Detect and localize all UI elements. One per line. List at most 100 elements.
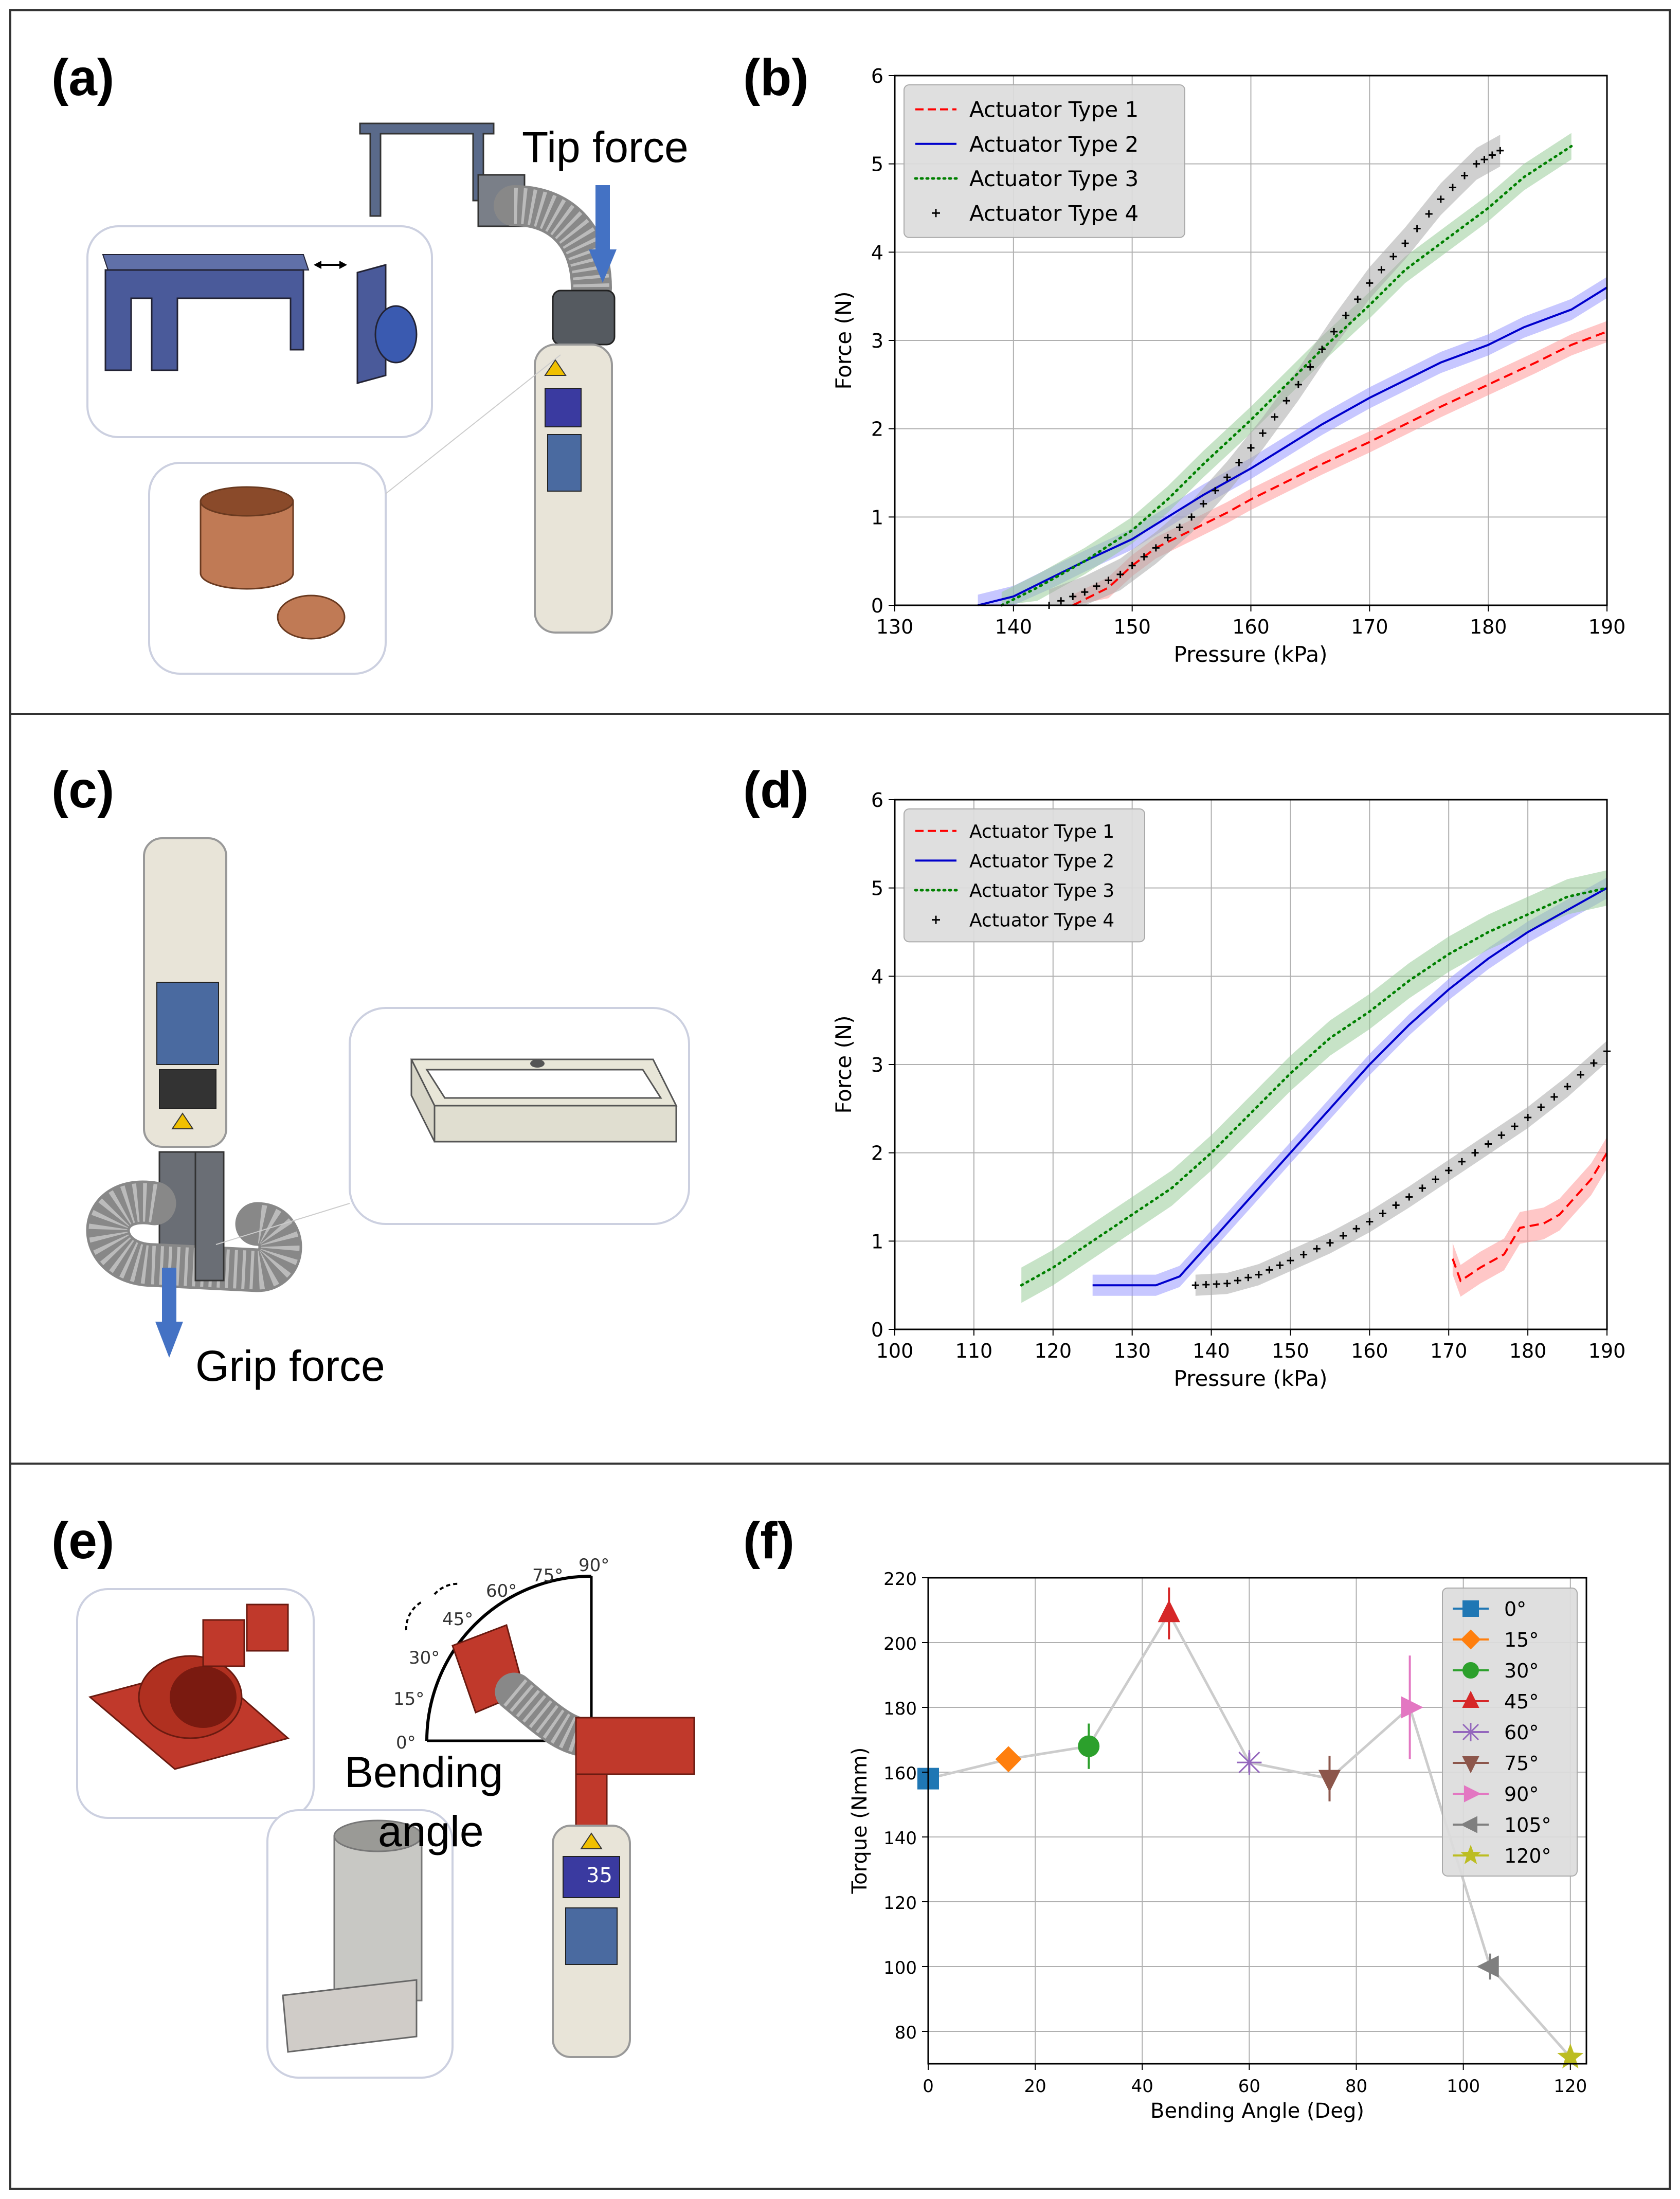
chart-f-y-ticks: 80 100 120 140 160 180 200 220 [883, 1569, 928, 2043]
chart-d-point [1313, 1245, 1321, 1253]
chart-f-y-tick-label: 100 [883, 1958, 917, 1978]
chart-d-band-4 [1195, 1040, 1607, 1296]
chart-f-point-8 [1476, 1955, 1499, 1978]
copper-cup-rim [200, 486, 294, 517]
bending-angle-label-1: Bending [345, 1748, 503, 1796]
chart-f-x-axis-label: Bending Angle (Deg) [1150, 2099, 1364, 2123]
chart-f-legend-label: 60° [1504, 1721, 1539, 1744]
chart-d-y-tick-label: 1 [871, 1230, 883, 1253]
chart-f-x-tick-label: 60 [1238, 2076, 1260, 2097]
chart-b-x-tick-label: 130 [876, 616, 914, 638]
chart-d-point [1366, 1218, 1374, 1225]
chart-d-point [1432, 1176, 1439, 1183]
separation-arrow-left [314, 261, 321, 269]
silver-cylinder-rim [333, 1819, 423, 1852]
chart-b-point [1164, 534, 1171, 542]
red-clamp-tab-2 [246, 1603, 289, 1652]
chart-b-point [1413, 225, 1421, 232]
chart-f-point-7 [1401, 1696, 1423, 1719]
chart-d-series-4-markers [1191, 1048, 1611, 1289]
chart-d-y-tick-label: 0 [871, 1319, 883, 1341]
chart-b-x-ticks: 130 140 150 160 170 180 190 [876, 605, 1625, 638]
grip-force-label: Grip force [195, 1342, 385, 1390]
chart-b-point [1235, 459, 1243, 466]
chart-d-point [1276, 1261, 1284, 1269]
chart-d-x-tick-label: 130 [1113, 1340, 1151, 1362]
panel-label-f: (f) [743, 1512, 794, 1570]
chart-f-legend-swatch [1462, 1662, 1479, 1679]
chart-d-y-ticks: 0 1 2 3 4 5 6 [871, 789, 895, 1341]
frame-hole [530, 1059, 545, 1068]
chart-b-point [1389, 253, 1397, 260]
chart-d-band-3 [1021, 870, 1607, 1303]
figure-frame [9, 9, 1671, 2190]
chart-f-legend-label: 120° [1504, 1845, 1551, 1867]
panel-label-d: (d) [743, 761, 809, 819]
chart-f-y-tick-label: 140 [883, 1828, 917, 1849]
chart-d-band-1 [1452, 1137, 1607, 1297]
panel-label-e: (e) [51, 1512, 114, 1570]
gauge-display [545, 388, 582, 427]
chart-d-point [1326, 1239, 1334, 1247]
chart-b-lines [978, 145, 1608, 609]
chart-d-legend-label: Actuator Type 2 [969, 851, 1114, 872]
panel-label-b: (b) [743, 49, 809, 106]
chart-f-x-tick-label: 20 [1024, 2076, 1046, 2097]
chart-d-point [1340, 1232, 1347, 1240]
chart-b-point [1176, 524, 1183, 531]
red-clamp-tab [202, 1619, 245, 1667]
chart-b-legend-swatch [932, 209, 940, 218]
chart-b-point [1188, 513, 1196, 521]
gauge-display [563, 1856, 620, 1898]
protractor-tick-15: 15° [393, 1689, 424, 1709]
chart-b-point [1282, 397, 1290, 405]
chart-b-x-tick-label: 160 [1232, 616, 1270, 638]
separation-arrow-right [339, 261, 347, 269]
chart-f-legend-box [1442, 1588, 1578, 1877]
illustration-e: 0° 15° 30° 45° 60° 75° 90° 35 Bending an… [76, 1555, 695, 2079]
silver-cylinder [333, 1835, 423, 2002]
chart-d-point [1300, 1251, 1308, 1258]
chart-b-point [1488, 151, 1496, 159]
chart-b-legend-label: Actuator Type 4 [969, 201, 1139, 226]
warning-icon [580, 1832, 603, 1849]
chart-b-point [1200, 500, 1207, 508]
chart-b-series-4-markers [1045, 147, 1504, 609]
chart-d-point [1537, 1103, 1545, 1111]
chart-f-y-tick-label: 120 [883, 1893, 917, 1914]
chart-f-legend-label: 105° [1504, 1814, 1551, 1836]
chart-d-point [1471, 1149, 1479, 1157]
chart-f-legend-swatch [1462, 1600, 1479, 1617]
protractor-tick-0: 0° [396, 1733, 416, 1753]
chart-f-y-axis-label: Torque (Nmm) [848, 1747, 872, 1895]
chart-f-legend-label: 0° [1504, 1598, 1526, 1620]
callout-line [215, 1203, 350, 1245]
panel-label-a: (a) [51, 49, 114, 106]
chart-b-point [1093, 582, 1100, 590]
chart-f-y-tick-label: 80 [895, 2023, 917, 2043]
tip-force-label: Tip force [522, 123, 689, 171]
fixture-top-face [102, 254, 310, 271]
chart-d-legend-label: Actuator Type 4 [969, 910, 1114, 931]
chart-f-legend-swatch [1462, 1690, 1479, 1708]
chart-b-point [1401, 240, 1409, 247]
chart-d-x-tick-label: 170 [1430, 1340, 1468, 1362]
chart-b-y-axis-label: Force (N) [831, 291, 856, 389]
protractor: 0° 15° 30° 45° 60° 75° 90° [393, 1555, 609, 1753]
chart-b-point [1140, 553, 1148, 561]
chart-b-point [1081, 588, 1089, 596]
chart-b-point [1366, 279, 1374, 287]
chart-d-point [1590, 1059, 1598, 1067]
chart-b-legend-label: Actuator Type 2 [969, 132, 1139, 157]
chart-d-point [1223, 1279, 1231, 1287]
chart-d-x-axis-label: Pressure (kPa) [1174, 1366, 1328, 1391]
gauge-display [159, 1069, 216, 1109]
chart-b-point [1330, 328, 1338, 335]
chart-d-point [1255, 1271, 1262, 1278]
chart-f-legend-swatch [1462, 1756, 1479, 1774]
chart-d-point [1550, 1093, 1558, 1101]
chart-f-legend-swatch [1460, 1629, 1481, 1650]
chart-d-series-3-line [1020, 887, 1609, 1287]
chart-d-point [1213, 1280, 1220, 1288]
